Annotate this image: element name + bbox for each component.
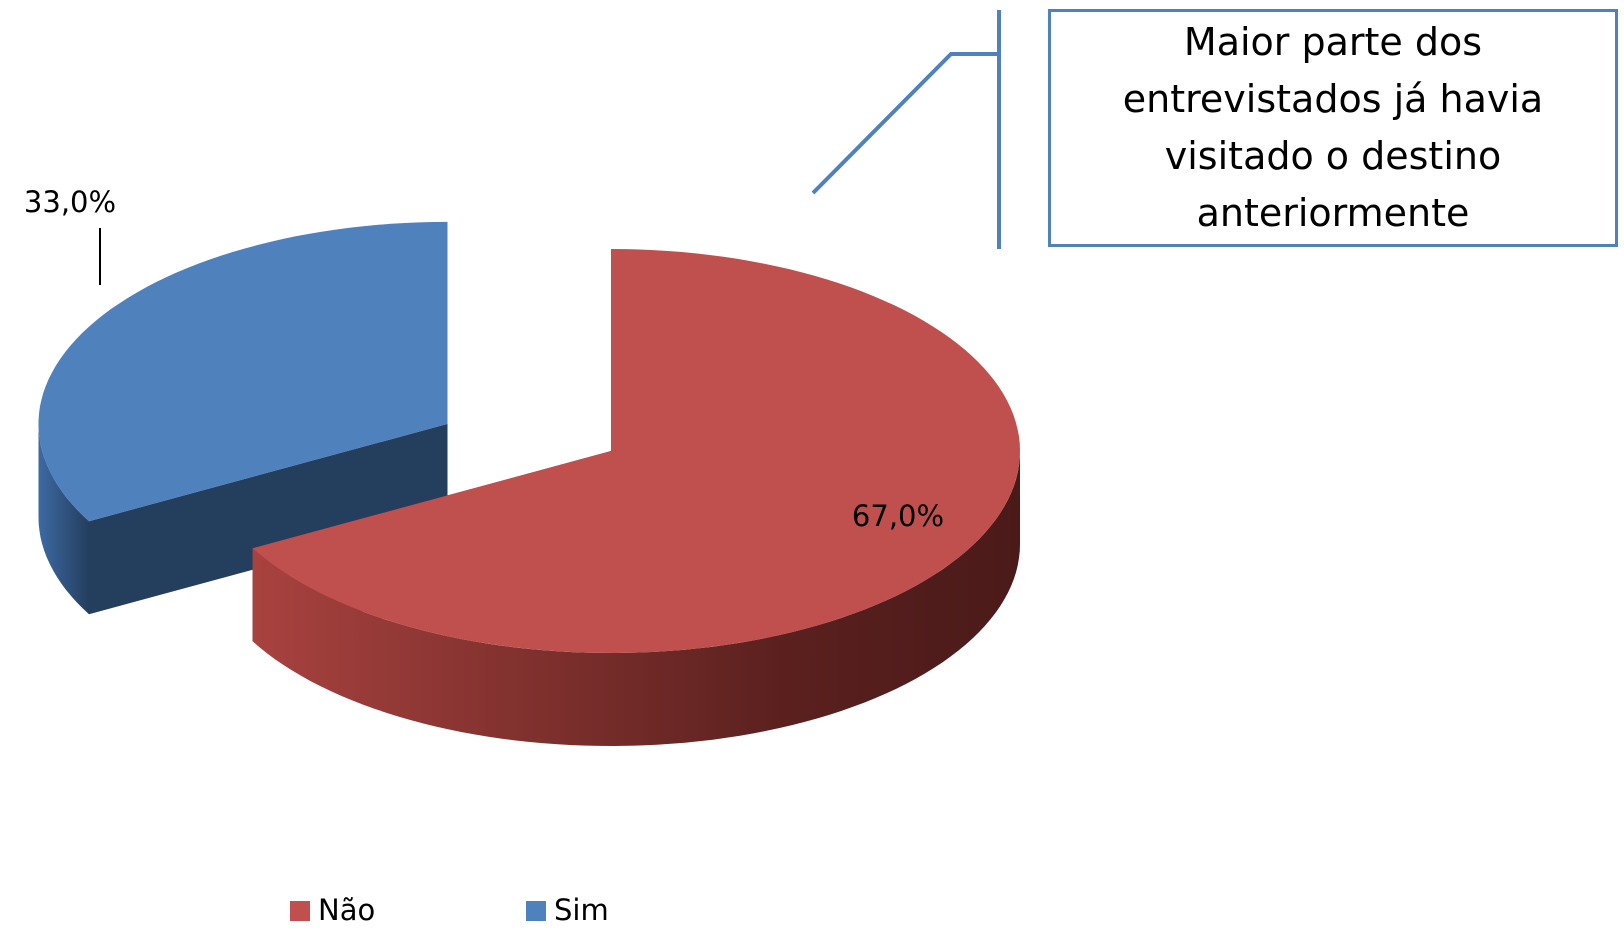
pie-slice <box>252 249 1021 653</box>
data-label: 33,0% <box>24 185 116 219</box>
data-label: 67,0% <box>852 499 944 533</box>
legend-swatch <box>526 901 546 921</box>
slice-side <box>38 423 89 615</box>
annotation-box: Maior parte dos entrevistados já havia v… <box>1048 9 1618 247</box>
callout-line <box>811 52 999 195</box>
legend-label: Sim <box>554 893 609 926</box>
legend-swatch <box>290 901 310 921</box>
slice-side <box>252 451 1021 746</box>
slice-cut-face <box>89 423 448 615</box>
pie-slice <box>38 221 448 522</box>
legend-label: Não <box>318 893 375 926</box>
